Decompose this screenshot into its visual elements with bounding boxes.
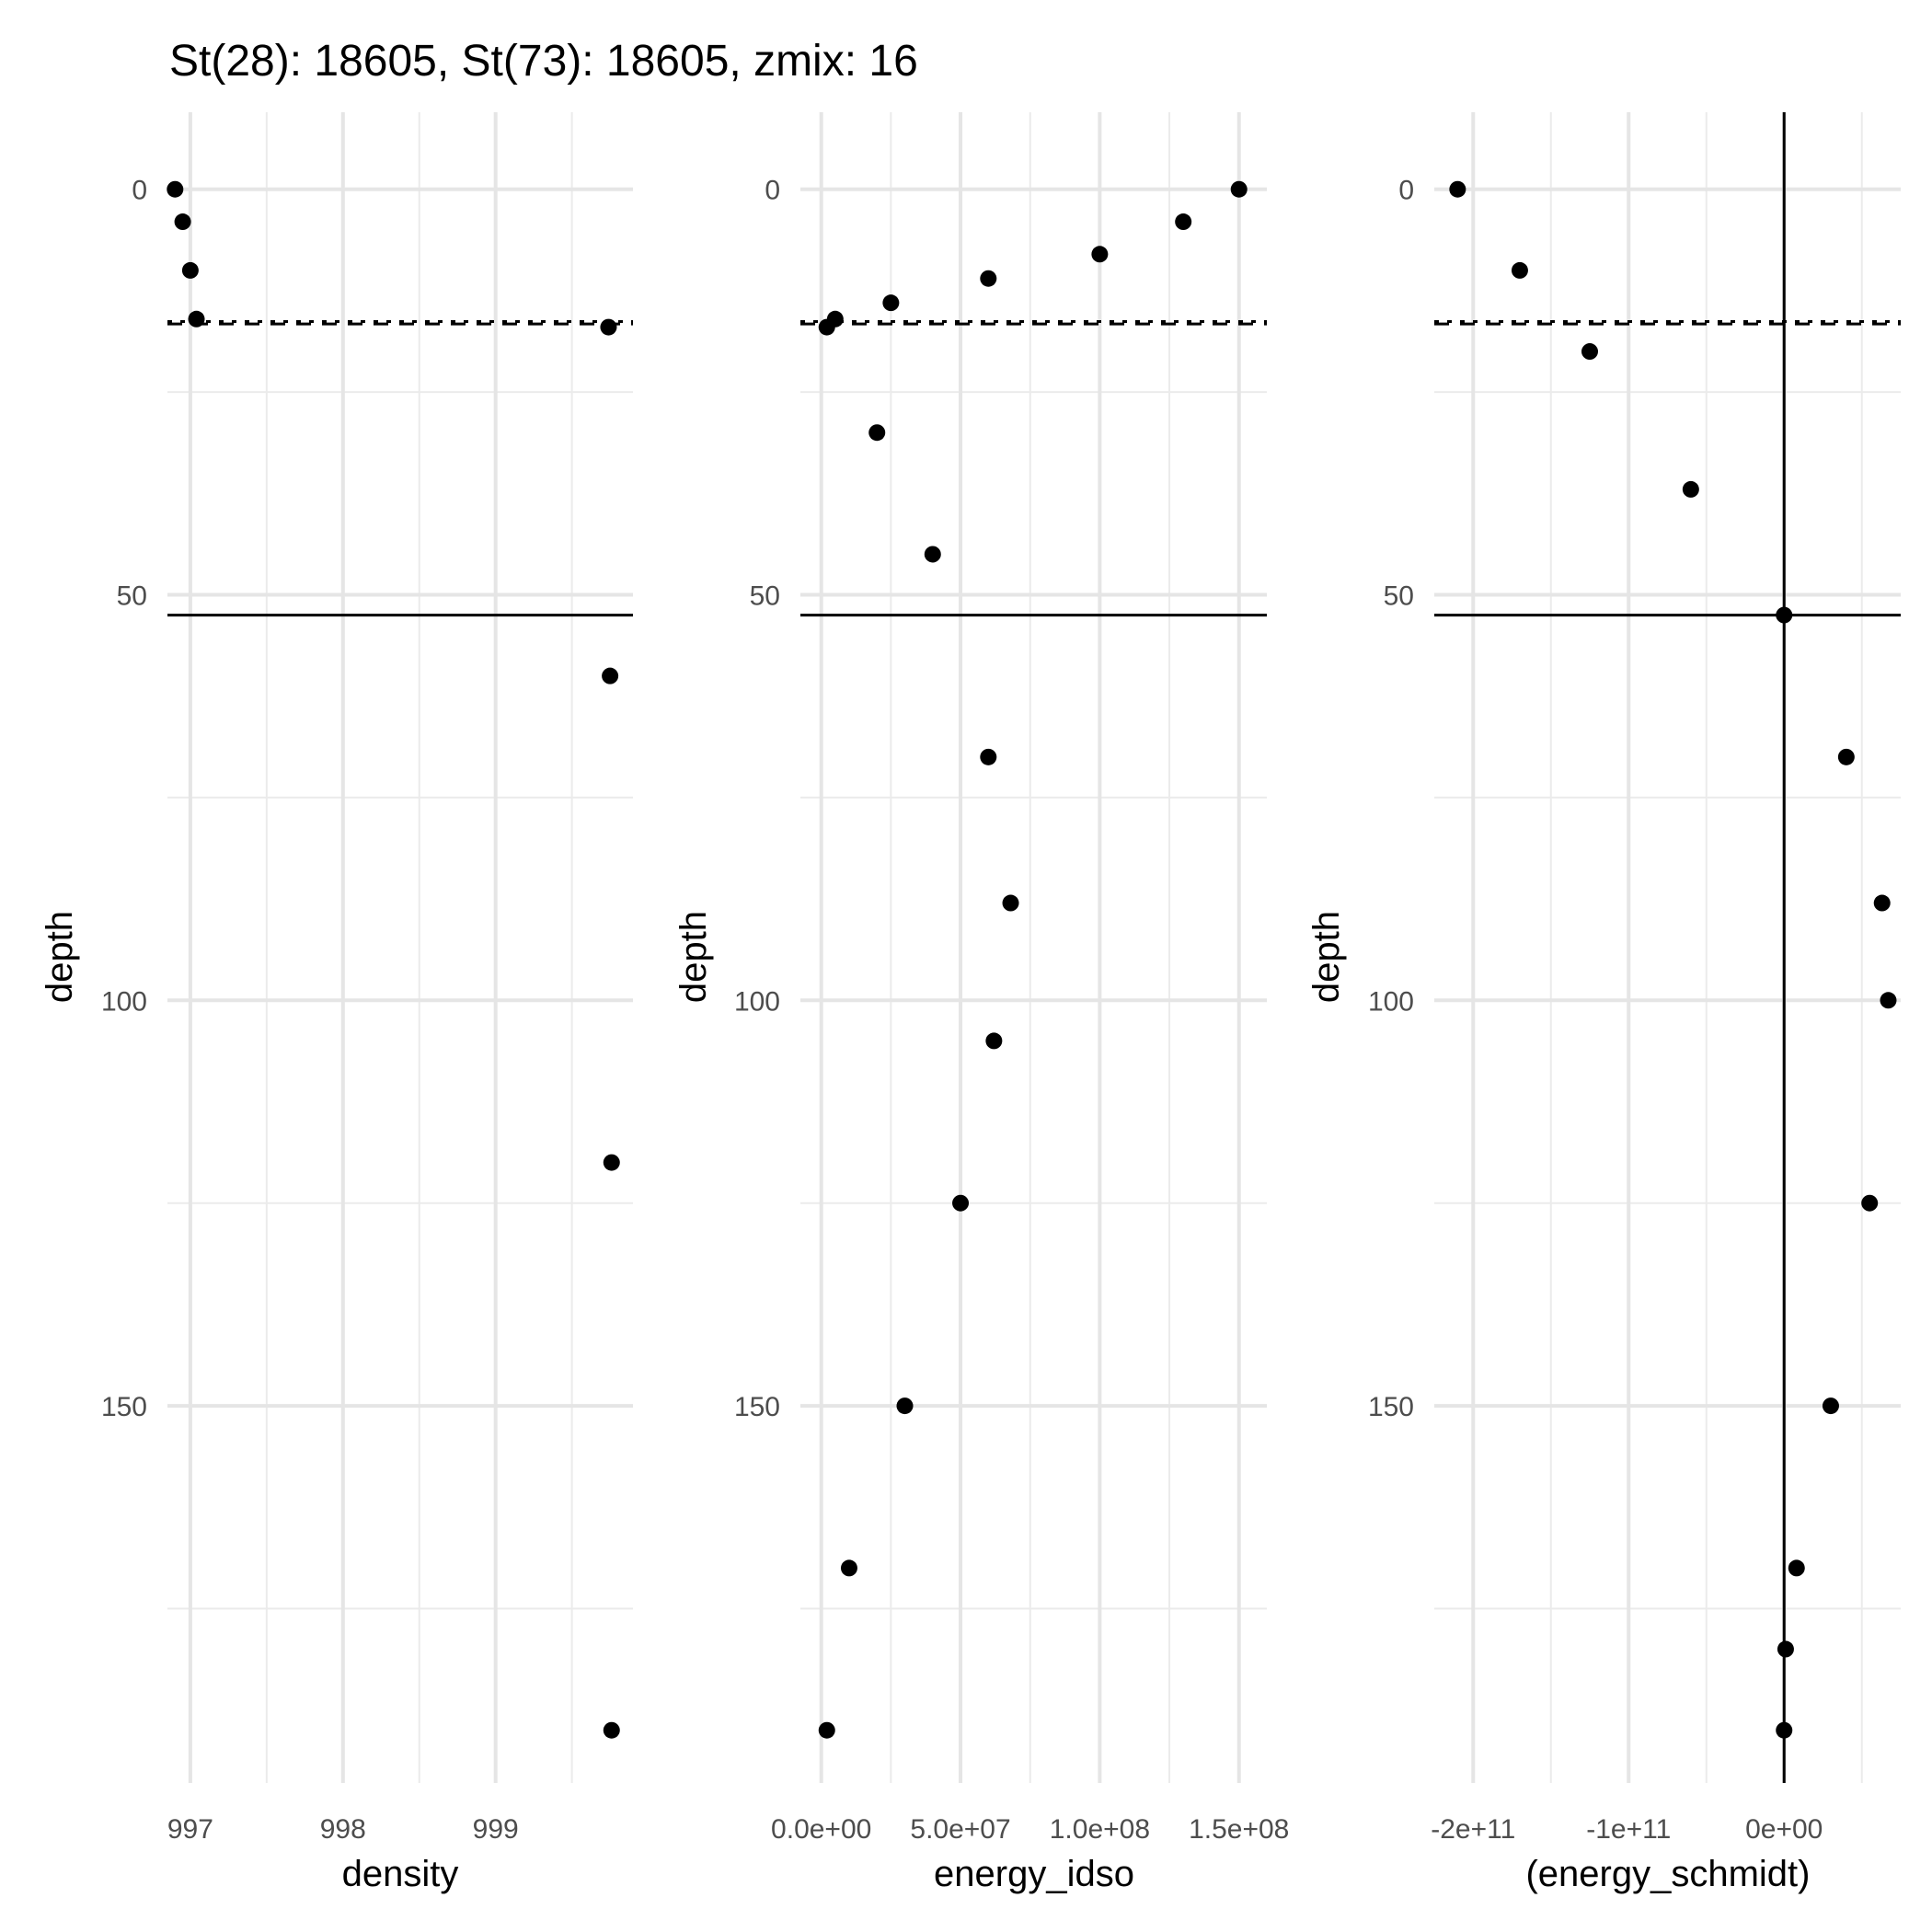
data-point	[818, 318, 835, 336]
x-tick-label: 997	[167, 1814, 213, 1845]
x-axis-label: density	[342, 1854, 459, 1894]
data-point	[924, 546, 941, 563]
x-axis-label: energy_idso	[934, 1854, 1134, 1894]
data-point	[882, 294, 900, 312]
data-point	[1002, 894, 1019, 912]
data-point	[1777, 1640, 1794, 1658]
x-tick-label: 1.0e+08	[1050, 1814, 1150, 1845]
y-axis-label: depth	[1306, 911, 1347, 1003]
x-tick-label: -2e+11	[1431, 1814, 1515, 1845]
y-axis-label: depth	[673, 911, 714, 1003]
y-tick-label: 150	[1368, 1392, 1414, 1422]
data-point	[1776, 606, 1793, 624]
y-axis-label: depth	[40, 911, 80, 1003]
panel-energy-schmidt: 0 50 100 150 -2e+11 -1e+11 0e+00 (energy_schmi…	[1306, 112, 1901, 1894]
x-tick-label: 0.0e+00	[771, 1814, 871, 1845]
y-tick-label: 100	[101, 986, 147, 1017]
data-point	[1511, 261, 1528, 279]
data-point	[818, 1721, 835, 1739]
x-tick-label: 998	[320, 1814, 366, 1845]
data-point	[1776, 1721, 1793, 1739]
x-tick-label: 0e+00	[1745, 1814, 1823, 1845]
data-point	[602, 667, 619, 684]
data-point	[600, 318, 617, 336]
data-point	[181, 261, 199, 279]
data-point	[603, 1721, 620, 1739]
data-point	[1581, 343, 1598, 361]
x-tick-label: 1.5e+08	[1189, 1814, 1289, 1845]
y-tick-label: 150	[734, 1392, 780, 1422]
x-axis-label: (energy_schmidt)	[1525, 1854, 1810, 1894]
y-tick-label: 100	[1368, 986, 1414, 1017]
data-point	[980, 748, 997, 765]
y-tick-label: 0	[1398, 176, 1414, 206]
data-point	[603, 1154, 620, 1171]
data-point	[1449, 180, 1466, 198]
y-tick-label: 0	[132, 176, 147, 206]
data-point	[1230, 180, 1248, 198]
data-point	[188, 310, 205, 328]
data-point	[167, 180, 184, 198]
y-tick-label: 0	[765, 176, 780, 206]
y-tick-label: 50	[117, 581, 147, 612]
data-point	[1861, 1194, 1879, 1212]
panel-energy-idso: 0 50 100 150 0.0e+00 5.0e+07 1.0e+08 1.5e+08 en…	[673, 112, 1289, 1894]
data-point	[1682, 480, 1699, 498]
data-point	[980, 270, 997, 287]
y-tick-label: 50	[750, 581, 780, 612]
data-point	[1788, 1559, 1805, 1577]
x-tick-label: 5.0e+07	[910, 1814, 1010, 1845]
data-point	[1880, 992, 1897, 1009]
x-tick-label: 999	[473, 1814, 519, 1845]
panel-density: 0 50 100 150 997 998 999 density depth	[40, 112, 633, 1894]
y-tick-label: 100	[734, 986, 780, 1017]
data-point	[868, 424, 886, 442]
data-point	[840, 1559, 857, 1577]
data-point	[1822, 1397, 1839, 1415]
data-point	[1873, 894, 1891, 912]
x-tick-label: -1e+11	[1586, 1814, 1671, 1845]
data-point	[1175, 213, 1192, 231]
data-point	[985, 1032, 1003, 1050]
data-point	[896, 1397, 914, 1415]
data-point	[1837, 748, 1855, 765]
data-point	[952, 1194, 970, 1212]
chart-title: St(28): 18605, St(73): 18605, zmix: 16	[169, 37, 918, 86]
y-tick-label: 150	[101, 1392, 147, 1422]
data-point	[174, 213, 191, 231]
y-tick-label: 50	[1384, 581, 1414, 612]
data-point	[1091, 246, 1109, 263]
